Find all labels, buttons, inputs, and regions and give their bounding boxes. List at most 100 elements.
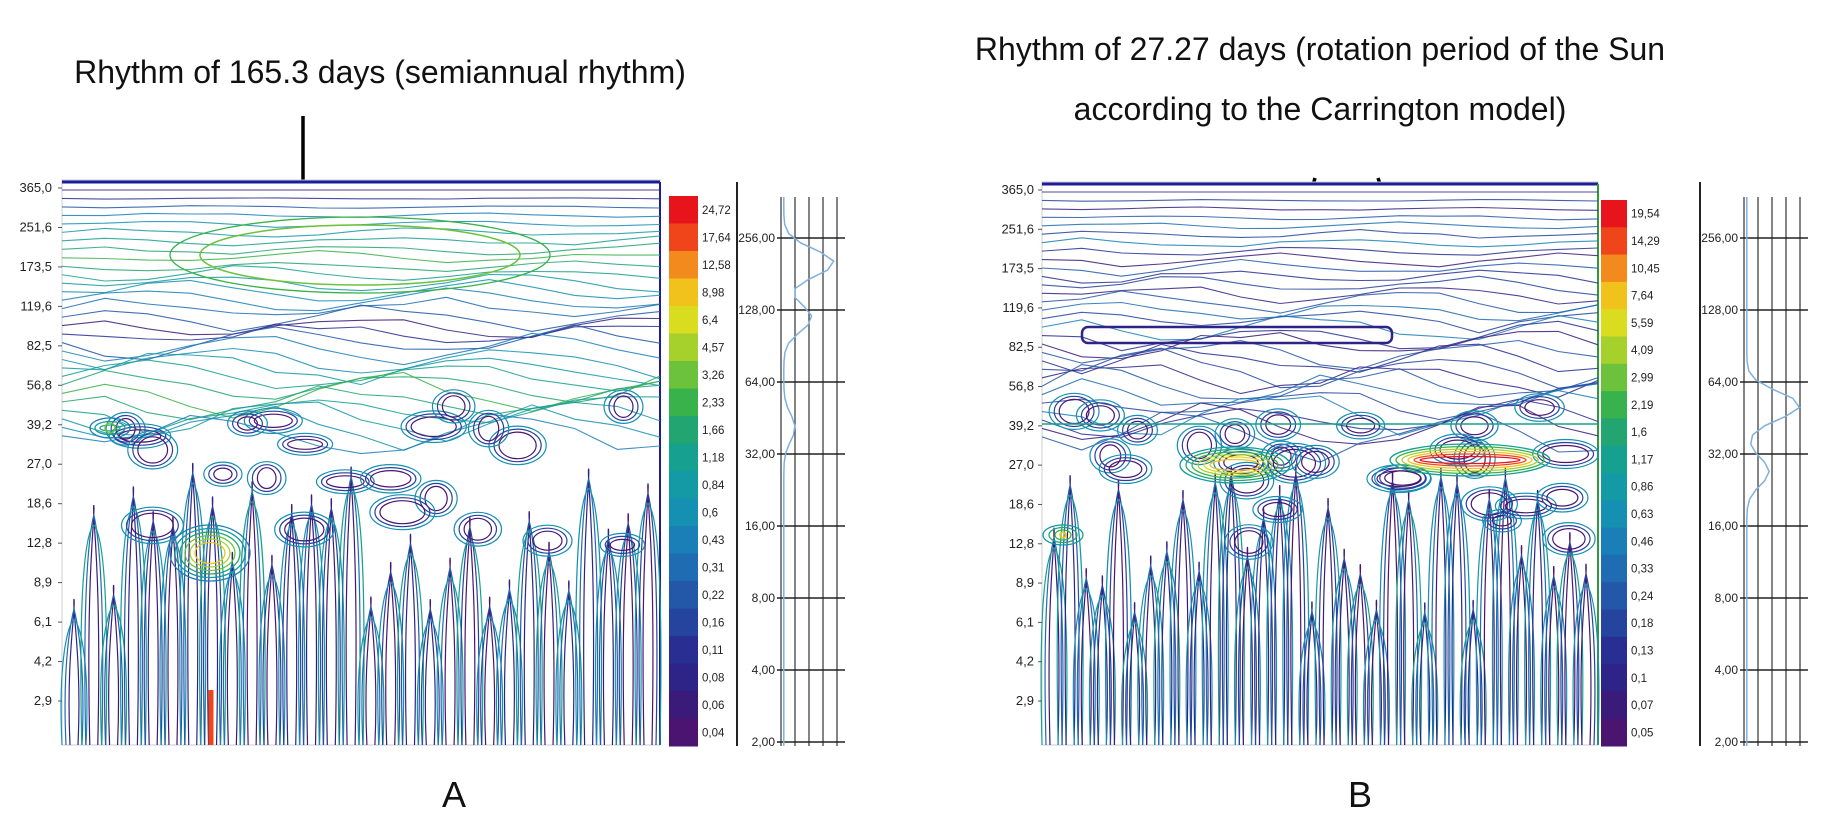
- y-tick-label: 2,9: [34, 693, 52, 708]
- contour-ring: [608, 392, 639, 421]
- spectrum-tick-label: 16,00: [745, 519, 775, 533]
- contour-line: [1041, 199, 1599, 202]
- color-scale-swatch: [1601, 527, 1627, 556]
- contour-ring: [1524, 399, 1555, 416]
- color-scale-label: 0,06: [702, 700, 724, 712]
- contour-line: [583, 468, 595, 746]
- y-tick-label: 18,6: [1009, 496, 1034, 511]
- color-scale-swatch: [1601, 254, 1627, 283]
- contour-ring: [325, 475, 365, 489]
- contour-line: [361, 606, 381, 746]
- contour-line: [1318, 507, 1338, 746]
- contour-line: [1479, 498, 1499, 746]
- contour-line: [396, 552, 424, 746]
- contour-line: [1443, 493, 1471, 746]
- contour-ring: [130, 512, 174, 539]
- color-scale-label: 19,54: [1631, 209, 1660, 221]
- contour-ring: [1486, 511, 1517, 530]
- color-scale-label: 0,22: [702, 590, 724, 602]
- color-scale-swatch: [1601, 718, 1627, 747]
- contour-line: [1157, 551, 1177, 746]
- contour-ring: [1532, 438, 1600, 470]
- contour-ring: [1059, 531, 1067, 539]
- contour-line: [246, 481, 258, 746]
- contour-line: [60, 618, 88, 746]
- contour-line: [1041, 206, 1599, 211]
- color-scale-swatch: [1601, 418, 1627, 447]
- contour-line: [61, 260, 661, 272]
- y-tick-label: 8,9: [1016, 575, 1034, 590]
- contour-line: [1483, 488, 1495, 746]
- y-tick-label: 4,2: [1016, 654, 1034, 669]
- contour-ring: [277, 432, 334, 456]
- contour-line: [1041, 246, 1599, 256]
- color-scale-label: 0,08: [702, 672, 724, 684]
- contour-ring: [1116, 414, 1158, 446]
- contour-ring: [194, 541, 226, 565]
- color-scale-label: 12,58: [702, 260, 731, 272]
- contour-ring: [282, 435, 329, 453]
- color-scale-label: 1,17: [1631, 454, 1653, 466]
- contour-line: [1266, 504, 1294, 746]
- contour-line: [1415, 612, 1435, 746]
- color-scale-label: 1,6: [1631, 427, 1647, 439]
- contour-line: [1499, 467, 1511, 746]
- color-scale-a: 24,72 17,64 12,58 8,98 6,4 4,57 3,26 2,33 1,66 1,…: [669, 196, 731, 747]
- contour-line: [1060, 485, 1080, 746]
- contour-ring: [184, 534, 236, 572]
- contour-ring: [424, 485, 448, 512]
- contour-ring: [315, 469, 375, 495]
- contour-line: [80, 524, 108, 746]
- color-scale-swatch: [669, 691, 698, 719]
- spectrum-tick-label: 128,00: [1701, 303, 1738, 317]
- color-scale-swatch: [669, 471, 698, 499]
- contour-ring: [1252, 495, 1303, 524]
- contour-line: [1041, 301, 1599, 322]
- y-tick-label: 4,2: [34, 654, 52, 669]
- contour-line: [61, 324, 661, 361]
- contour-line: [1041, 315, 1599, 341]
- contour-line: [575, 487, 603, 746]
- color-scale-swatch: [1601, 691, 1627, 720]
- contour-ring: [1419, 455, 1521, 465]
- color-scale-b: 19,54 14,29 10,45 7,64 5,59 4,09 2,99 2,19 1,6 1,…: [1601, 200, 1660, 747]
- y-tick-label: 6,1: [1016, 614, 1034, 629]
- contour-ring: [1080, 325, 1394, 345]
- contour-line: [104, 594, 124, 746]
- contour-ring: [522, 524, 573, 557]
- contour-line: [345, 466, 357, 746]
- contour-ring: [132, 433, 174, 467]
- contour-line: [317, 517, 345, 746]
- contour-ring: [1491, 514, 1512, 527]
- contour-ring: [169, 524, 251, 582]
- contour-line: [1511, 555, 1532, 746]
- contour-ring: [113, 426, 167, 446]
- contour-line: [1366, 609, 1386, 746]
- contour-line: [139, 530, 167, 746]
- contour-line: [1041, 275, 1599, 296]
- contour-line: [199, 515, 227, 746]
- contour-line: [305, 494, 318, 746]
- contour-line: [68, 598, 80, 746]
- contour-ring: [603, 389, 644, 425]
- contour-line: [1137, 574, 1165, 746]
- color-scale-swatch: [1601, 309, 1627, 337]
- contour-line: [147, 511, 159, 746]
- contour-line: [1041, 229, 1599, 239]
- contour-ring: [532, 530, 563, 551]
- color-scale-swatch: [669, 608, 698, 637]
- color-scale-label: 1,18: [702, 452, 724, 464]
- contour-line: [61, 332, 661, 366]
- contour-line: [420, 609, 440, 746]
- spectrum-tick-label: 256,00: [1701, 231, 1738, 245]
- y-tick-label: 82,5: [27, 338, 52, 353]
- contour-line: [1463, 609, 1483, 746]
- contour-line: [563, 580, 575, 746]
- color-scale-swatch: [669, 718, 698, 747]
- contour-ring: [1048, 392, 1100, 431]
- contour-ring: [179, 531, 241, 575]
- color-scale-swatch: [669, 388, 698, 417]
- annotation-b-line-2: according to the Carrington model): [1074, 91, 1567, 127]
- contour-line: [61, 359, 661, 392]
